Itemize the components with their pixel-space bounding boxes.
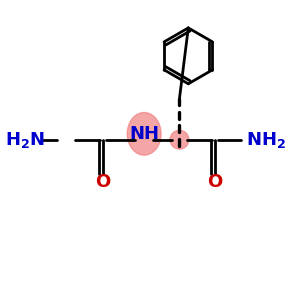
Text: NH: NH <box>129 125 159 143</box>
Circle shape <box>170 130 189 149</box>
Ellipse shape <box>127 112 161 155</box>
Text: O: O <box>95 173 111 191</box>
Text: O: O <box>207 173 222 191</box>
Text: $\mathregular{H_2N}$: $\mathregular{H_2N}$ <box>5 130 45 150</box>
Text: $\mathregular{NH_2}$: $\mathregular{NH_2}$ <box>246 130 286 150</box>
